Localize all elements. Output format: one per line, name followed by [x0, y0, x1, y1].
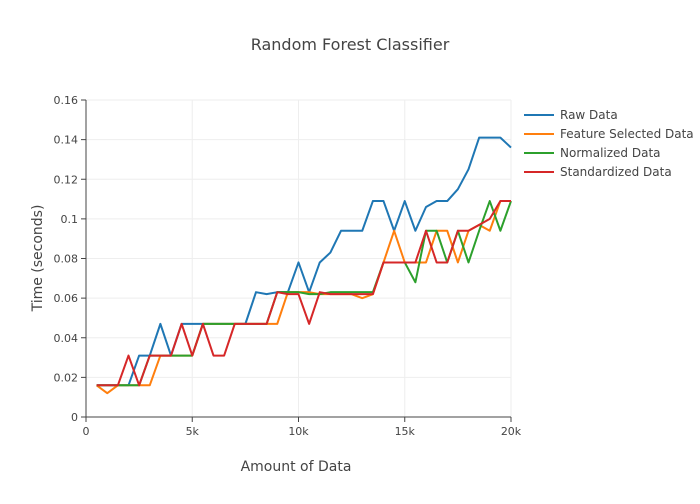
- x-tick-label: 5k: [186, 425, 200, 438]
- y-tick-label: 0.04: [54, 332, 79, 345]
- legend-label: Feature Selected Data: [560, 127, 694, 141]
- y-tick-label: 0.1: [61, 213, 79, 226]
- legend-item-feature-selected-data[interactable]: Feature Selected Data: [524, 127, 694, 141]
- legend-label: Normalized Data: [560, 146, 661, 160]
- y-tick-label: 0.08: [54, 253, 79, 266]
- x-tick-label: 10k: [288, 425, 309, 438]
- x-axis-title: Amount of Data: [241, 459, 352, 475]
- series-lines: [96, 136, 512, 395]
- y-tick-label: 0: [71, 411, 78, 424]
- y-tick-label: 0.12: [54, 173, 79, 186]
- y-tick-label: 0.14: [54, 134, 79, 147]
- legend-item-raw-data[interactable]: Raw Data: [524, 108, 618, 122]
- x-tick-label: 20k: [501, 425, 522, 438]
- series-line-standardized-data: [96, 200, 511, 387]
- legend-label: Standardized Data: [560, 165, 672, 179]
- y-tick-label: 0.16: [54, 94, 79, 107]
- legend-item-standardized-data[interactable]: Standardized Data: [524, 165, 672, 179]
- legend-item-normalized-data[interactable]: Normalized Data: [524, 146, 661, 160]
- y-tick-label: 0.02: [54, 371, 79, 384]
- chart-title: Random Forest Classifier: [251, 35, 450, 54]
- gridlines: [86, 99, 512, 417]
- series-line-raw-data: [96, 136, 512, 387]
- legend[interactable]: Raw Data Feature Selected Data Normalized …: [524, 108, 694, 179]
- axes: 0 0.02 0.04 0.06 0.08 0.1 0.12 0.14 0.16 0 5k 10k 15…: [54, 94, 522, 438]
- x-tick-label: 0: [83, 425, 90, 438]
- y-axis-title: Time (seconds): [30, 205, 46, 313]
- legend-label: Raw Data: [560, 108, 618, 122]
- x-tick-label: 15k: [395, 425, 416, 438]
- y-tick-label: 0.06: [54, 292, 79, 305]
